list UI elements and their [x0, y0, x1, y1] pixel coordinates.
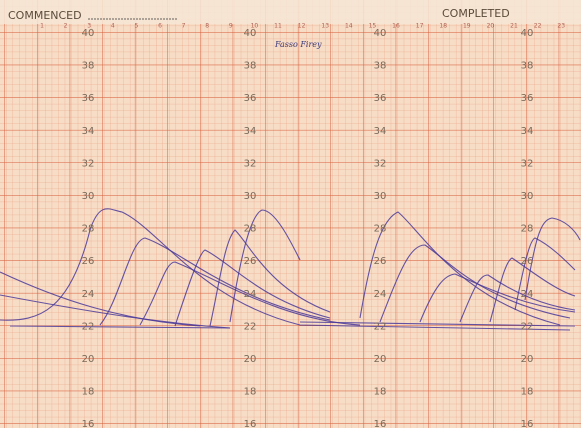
scale-label: 36 — [374, 93, 387, 104]
hour-label: 8 — [205, 23, 209, 30]
curve — [459, 274, 576, 323]
scale-label: 20 — [244, 354, 257, 365]
hour-label: 17 — [416, 23, 424, 30]
scale-label: 30 — [521, 191, 534, 202]
hour-label: 3 — [87, 23, 91, 30]
scale-label: 34 — [521, 126, 534, 137]
header-band — [0, 0, 581, 24]
scale-label: 38 — [521, 61, 534, 72]
scale-label: 18 — [521, 387, 534, 398]
scale-label: 28 — [82, 224, 95, 235]
scale-label: 28 — [374, 224, 387, 235]
curve — [514, 237, 576, 311]
scale-label: 40 — [244, 28, 257, 39]
scale-label: 28 — [521, 224, 534, 235]
curve — [0, 294, 231, 329]
scale-label: 20 — [82, 354, 95, 365]
scale-label: 16 — [374, 419, 387, 428]
scale-label: 38 — [82, 61, 95, 72]
hour-label: 1 — [40, 23, 44, 30]
header-left: COMMENCED — [8, 9, 82, 22]
scale-label: 22 — [244, 321, 257, 332]
curve — [419, 273, 576, 323]
hour-label: 2 — [64, 23, 68, 30]
scale-label: 38 — [244, 61, 257, 72]
scale-label: 32 — [521, 158, 534, 169]
scale-label: 30 — [244, 191, 257, 202]
curve — [489, 257, 576, 323]
scale-label: 34 — [244, 126, 257, 137]
hour-label: 22 — [534, 23, 542, 30]
scale-label: 26 — [374, 256, 387, 267]
scale-label: 16 — [521, 419, 534, 428]
hour-label: 15 — [369, 23, 377, 30]
scale-label: 18 — [374, 387, 387, 398]
hour-label: 19 — [463, 23, 471, 30]
scale-label: 36 — [82, 93, 95, 104]
scale-label: 40 — [82, 28, 95, 39]
curve — [379, 244, 571, 323]
scale-label: 22 — [374, 321, 387, 332]
curve — [229, 209, 301, 323]
scale-label: 24 — [521, 289, 534, 300]
hour-label: 16 — [392, 23, 400, 30]
hour-label: 20 — [487, 23, 495, 30]
scale-label: 18 — [82, 387, 95, 398]
scale-label: 16 — [244, 419, 257, 428]
hour-label: 11 — [274, 23, 282, 30]
handwritten-note: Fasso Firey — [274, 40, 322, 49]
curve — [359, 211, 561, 326]
scale-label: 24 — [374, 289, 387, 300]
scale-label: 22 — [82, 321, 95, 332]
hour-label: 5 — [134, 23, 138, 30]
hour-label: 9 — [229, 23, 233, 30]
scale-label: 26 — [82, 256, 95, 267]
scale-label: 34 — [374, 126, 387, 137]
hour-label: 14 — [345, 23, 353, 30]
curve — [299, 321, 576, 327]
scale-label: 24 — [244, 289, 257, 300]
scale-label: 18 — [244, 387, 257, 398]
hour-label: 7 — [182, 23, 186, 30]
curve — [9, 325, 231, 329]
scale-label: 36 — [244, 93, 257, 104]
header-right: COMPLETED — [442, 7, 510, 20]
scale-label: 30 — [82, 191, 95, 202]
hour-label: 18 — [439, 23, 447, 30]
scale-label: 32 — [374, 158, 387, 169]
scale-label: 30 — [374, 191, 387, 202]
hour-label: 10 — [251, 23, 259, 30]
hour-label: 12 — [298, 23, 306, 30]
scale-label: 38 — [374, 61, 387, 72]
curve — [99, 237, 331, 326]
hour-label: 4 — [111, 23, 115, 30]
curve — [209, 229, 331, 327]
scale-label: 26 — [244, 256, 257, 267]
hour-label: 21 — [510, 23, 518, 30]
scale-label: 34 — [82, 126, 95, 137]
scale-label: 20 — [374, 354, 387, 365]
hour-label: 23 — [557, 23, 565, 30]
scale-label: 16 — [82, 419, 95, 428]
scale-label: 22 — [521, 321, 534, 332]
curve — [174, 249, 331, 327]
recorded-curves — [0, 208, 581, 331]
curve — [0, 271, 201, 327]
scale-label: 32 — [244, 158, 257, 169]
scale-label: 32 — [82, 158, 95, 169]
scale-label: 20 — [521, 354, 534, 365]
scale-label: 40 — [521, 28, 534, 39]
scale-label: 28 — [244, 224, 257, 235]
scale-label: 24 — [82, 289, 95, 300]
scale-label: 40 — [374, 28, 387, 39]
curve — [524, 217, 581, 301]
scale-label: 26 — [521, 256, 534, 267]
hour-label: 13 — [321, 23, 329, 30]
hour-label: 6 — [158, 23, 162, 30]
scale-label: 36 — [521, 93, 534, 104]
